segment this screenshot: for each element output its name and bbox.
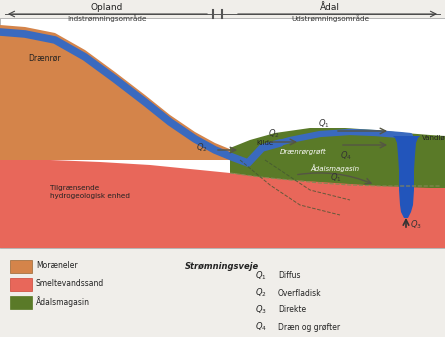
Polygon shape xyxy=(393,136,420,218)
Text: Overfladisk: Overfladisk xyxy=(278,288,322,298)
Polygon shape xyxy=(230,128,445,188)
Text: Indstrømningsområde: Indstrømningsområde xyxy=(67,14,147,22)
Text: $Q_4$: $Q_4$ xyxy=(255,321,267,333)
Text: Tilgrænsende
hydrogeologisk enhed: Tilgrænsende hydrogeologisk enhed xyxy=(50,185,130,199)
Text: Udstrømningsområde: Udstrømningsområde xyxy=(291,14,369,22)
Text: $Q_3$: $Q_3$ xyxy=(255,304,267,316)
Text: Ådal: Ådal xyxy=(320,2,340,11)
Polygon shape xyxy=(0,25,245,160)
Text: Ådalsmagasin: Ådalsmagasin xyxy=(36,297,90,307)
Bar xyxy=(0,18,445,248)
Text: Moræneler: Moræneler xyxy=(36,262,77,271)
Text: $Q_1$: $Q_1$ xyxy=(255,270,267,282)
Text: Direkte: Direkte xyxy=(278,306,306,314)
Text: $Q_4$: $Q_4$ xyxy=(340,150,352,162)
Text: Drænrørgrøft: Drænrørgrøft xyxy=(280,149,327,155)
Bar xyxy=(10,278,32,291)
Text: $Q_3$: $Q_3$ xyxy=(410,219,422,231)
Bar xyxy=(10,296,32,309)
Text: $Q_1$: $Q_1$ xyxy=(318,118,330,130)
Text: Opland: Opland xyxy=(91,2,123,11)
Text: $Q_2$: $Q_2$ xyxy=(255,287,267,299)
Polygon shape xyxy=(0,160,445,248)
Text: Kilde: Kilde xyxy=(256,140,273,146)
Text: Strømningsveje: Strømningsveje xyxy=(185,262,259,271)
Text: Vandløb: Vandløb xyxy=(422,135,445,141)
Text: Drænrør: Drænrør xyxy=(28,54,61,62)
Text: $Q_2$: $Q_2$ xyxy=(196,142,208,154)
Text: Smeltevandssand: Smeltevandssand xyxy=(36,279,104,288)
Text: $Q_1$: $Q_1$ xyxy=(330,172,342,184)
Text: $Q_2$: $Q_2$ xyxy=(268,127,280,140)
Text: Dræn og grøfter: Dræn og grøfter xyxy=(278,323,340,332)
Text: Diffus: Diffus xyxy=(278,272,300,280)
Bar xyxy=(10,260,32,273)
Text: Ådalsmagasin: Ådalsmagasin xyxy=(310,164,359,172)
